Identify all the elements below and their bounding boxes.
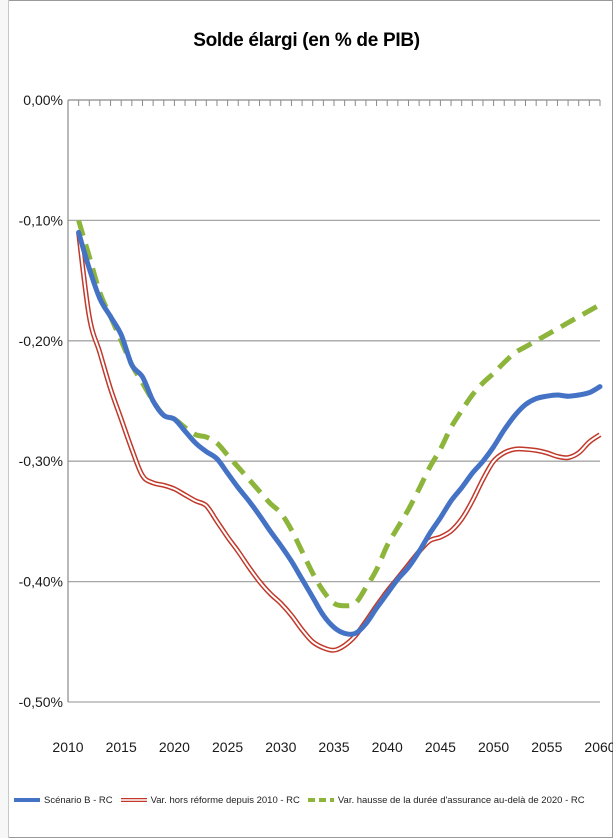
x-tick-label: 2030 [265,739,296,755]
legend-label: Var. hausse de la durée d'assurance au-d… [337,794,585,806]
x-tick-label: 2060 [584,739,613,755]
legend-swatch-red [120,796,147,804]
legend-item-hors-reforme: Var. hors réforme depuis 2010 - RC [120,794,300,806]
legend: Scénario B - RC Var. hors réforme depuis… [14,788,609,812]
x-tick-labels: 2010 2015 2020 2025 2030 2035 2040 2045 2050 2055… [52,739,613,755]
x-tick-label: 2050 [478,739,509,755]
x-tick-label: 2035 [318,739,349,755]
x-tick-label: 2015 [106,739,137,755]
x-tick-label: 2010 [52,739,83,755]
y-tick-labels: 0,00% -0,10% -0,20% -0,30% -0,40% -0,50% [19,92,63,710]
series-line-duree-assurance [76,219,602,609]
y-tick-label: -0,50% [19,694,63,710]
legend-swatch-blue [14,796,40,804]
x-tick-label: 2025 [212,739,243,755]
x-tick-label: 2045 [425,739,456,755]
y-tick-label: -0,30% [19,453,63,469]
window-edge [0,0,9,838]
series-lines [76,219,603,653]
x-tick-label: 2020 [159,739,190,755]
legend-item-scenario-b: Scénario B - RC [14,795,113,806]
x-tick-label: 2040 [372,739,403,755]
series-line-hors-reforme-inner [77,232,601,652]
legend-swatch-green [307,796,334,804]
legend-label: Scénario B - RC [44,794,113,806]
x-tick-label: 2055 [531,739,562,755]
y-tick-label: -0,40% [19,574,63,590]
axes [67,99,601,702]
y-tick-label: -0,10% [19,212,63,228]
y-tick-label: 0,00% [23,92,63,108]
legend-label: Var. hors réforme depuis 2010 - RC [150,794,300,806]
chart-title: Solde élargi (en % de PIB) [193,30,420,51]
gridlines [68,219,600,703]
series-line-scenario-b [76,229,603,637]
series-line-hors-reforme [76,232,602,653]
legend-item-duree-assurance: Var. hausse de la durée d'assurance au-d… [307,794,585,806]
y-tick-label: -0,20% [19,333,63,349]
